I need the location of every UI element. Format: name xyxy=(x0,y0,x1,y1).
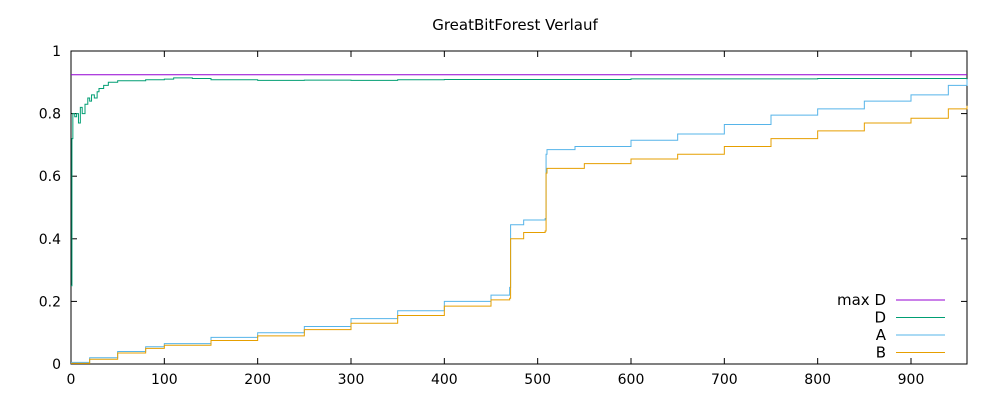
x-tick-label: 200 xyxy=(244,372,271,388)
legend-label: B xyxy=(876,344,886,362)
x-tick-label: 700 xyxy=(711,372,738,388)
x-tick-label: 900 xyxy=(898,372,925,388)
y-tick-label: 0.4 xyxy=(39,232,61,248)
series-line-a xyxy=(71,79,968,363)
y-tick-label: 0.6 xyxy=(39,169,61,185)
x-tick-label: 100 xyxy=(151,372,178,388)
series-line-d xyxy=(71,77,967,287)
series-line-b xyxy=(71,105,968,364)
x-tick-label: 400 xyxy=(431,372,458,388)
legend-label: max D xyxy=(837,291,886,309)
y-tick-label: 0.2 xyxy=(39,294,61,310)
y-tick-label: 0.8 xyxy=(39,107,61,123)
series-lines xyxy=(71,74,968,364)
x-tick-label: 300 xyxy=(338,372,365,388)
x-tick-label: 500 xyxy=(524,372,551,388)
x-tick-label: 0 xyxy=(67,372,76,388)
x-tick-label: 800 xyxy=(804,372,831,388)
plot-frame xyxy=(70,50,968,365)
legend-label: A xyxy=(876,326,887,344)
y-tick-label: 0 xyxy=(52,357,61,373)
chart-title: GreatBitForest Verlauf xyxy=(432,16,598,34)
x-tick-label: 600 xyxy=(618,372,645,388)
legend-label: D xyxy=(874,309,886,327)
axis-ticks: 0 100 200 300 400 500 600 700 800 900 0 0.2 0.4 0.6 0.… xyxy=(39,44,967,388)
y-tick-label: 1 xyxy=(52,44,61,60)
